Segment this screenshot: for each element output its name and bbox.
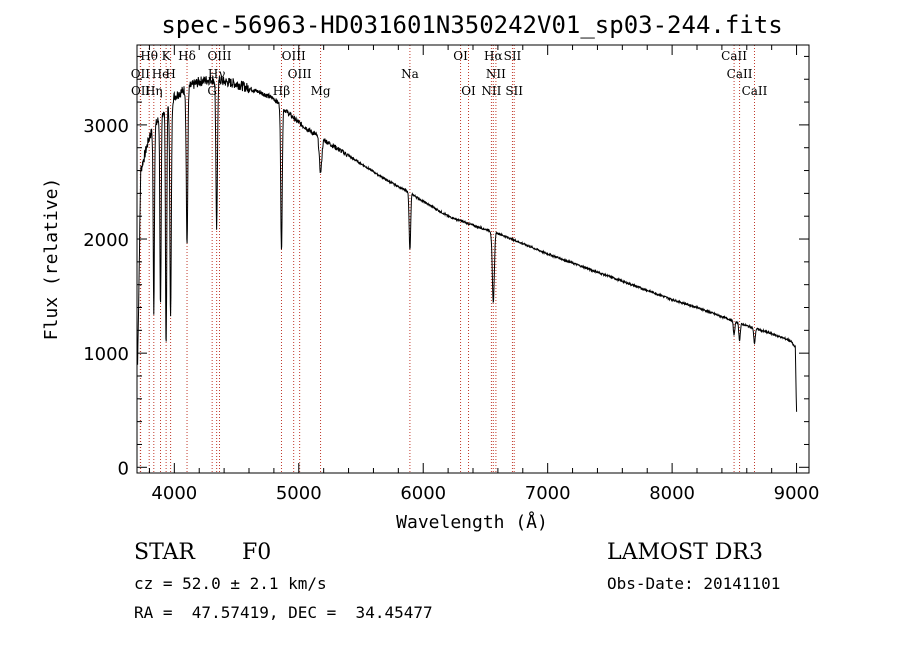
line-marker-label: OIII bbox=[207, 49, 231, 63]
line-marker-label: Na bbox=[401, 67, 419, 81]
line-marker-label: OI bbox=[461, 84, 476, 98]
y-tick-label: 0 bbox=[118, 458, 129, 479]
y-tick-label: 1000 bbox=[83, 344, 129, 365]
redshift-velocity: cz = 52.0 ± 2.1 km/s bbox=[134, 574, 327, 593]
x-tick-label: 5000 bbox=[276, 483, 322, 504]
x-tick-label: 6000 bbox=[400, 483, 446, 504]
line-marker-label: Mg bbox=[311, 84, 331, 98]
line-marker-label: SII bbox=[505, 84, 523, 98]
x-axis-label: Wavelength (Å) bbox=[396, 511, 548, 533]
object-subclass: F0 bbox=[242, 540, 272, 565]
line-marker-label: G bbox=[207, 84, 217, 98]
line-marker-label: Hα bbox=[484, 49, 503, 63]
emission-line-markers bbox=[139, 45, 755, 473]
line-marker-label: CaII bbox=[721, 49, 747, 63]
line-marker-label: Hθ bbox=[140, 49, 158, 63]
y-axis: 0 1000 2000 3000 bbox=[83, 55, 809, 479]
y-tick-label: 3000 bbox=[83, 116, 129, 137]
line-marker-label: SII bbox=[504, 49, 522, 63]
line-marker-label: OI bbox=[453, 49, 468, 63]
line-marker-label: CaII bbox=[727, 67, 753, 81]
line-marker-label: OIII bbox=[282, 49, 306, 63]
spectrum-line bbox=[137, 75, 798, 412]
line-marker-label: CaII bbox=[742, 84, 768, 98]
line-marker-label: NII bbox=[486, 67, 506, 81]
line-marker-label: Hη bbox=[145, 84, 163, 98]
line-marker-label: OII bbox=[131, 84, 151, 98]
line-marker-label: He bbox=[152, 67, 170, 81]
y-axis-label: Flux (relative) bbox=[41, 178, 62, 341]
y-tick-label: 2000 bbox=[83, 230, 129, 251]
object-class: STAR bbox=[134, 540, 195, 565]
line-marker-label: K bbox=[162, 49, 172, 63]
line-marker-label: H bbox=[165, 67, 175, 81]
chart-title: spec-56963-HD031601N350242V01_sp03-244.f… bbox=[161, 11, 782, 39]
survey-name: LAMOST DR3 bbox=[607, 540, 763, 565]
ra-dec-coordinates: RA = 47.57419, DEC = 34.45477 bbox=[134, 603, 433, 622]
observation-date: Obs-Date: 20141101 bbox=[607, 574, 781, 593]
x-tick-label: 9000 bbox=[774, 483, 820, 504]
x-axis: 4000 5000 6000 7000 8000 9000 bbox=[148, 45, 820, 504]
line-marker-label: Hδ bbox=[178, 49, 196, 63]
plot-frame bbox=[136, 44, 810, 474]
line-marker-label: OII bbox=[131, 67, 151, 81]
x-tick-label: 8000 bbox=[649, 483, 695, 504]
line-marker-label: OIII bbox=[288, 67, 312, 81]
line-marker-label: NII bbox=[481, 84, 501, 98]
x-tick-label: 7000 bbox=[525, 483, 571, 504]
line-marker-label: Hβ bbox=[273, 84, 290, 98]
x-tick-label: 4000 bbox=[151, 483, 197, 504]
